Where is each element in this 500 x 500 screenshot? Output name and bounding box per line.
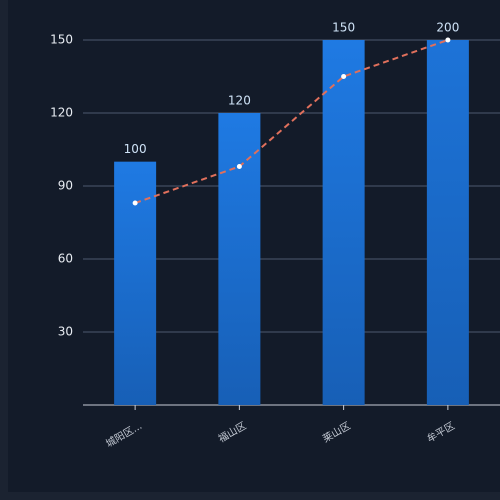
line-point bbox=[341, 74, 347, 79]
bar bbox=[426, 40, 469, 405]
y-tick-label: 60 bbox=[58, 252, 73, 266]
y-tick-label: 120 bbox=[50, 106, 73, 120]
y-tick-label: 150 bbox=[50, 33, 73, 47]
y-tick-label: 30 bbox=[58, 325, 73, 339]
line-point bbox=[236, 164, 242, 170]
line bbox=[134, 39, 449, 204]
line-point bbox=[445, 37, 451, 43]
bar-value-label: 120 bbox=[228, 94, 251, 108]
bar-value-label: 150 bbox=[332, 21, 355, 35]
y-tick-label: 90 bbox=[58, 179, 73, 193]
bar bbox=[218, 113, 261, 405]
bar bbox=[322, 40, 365, 405]
bar-value-label: 100 bbox=[124, 142, 147, 156]
line-point bbox=[132, 200, 138, 206]
bar-value-label: 200 bbox=[436, 21, 459, 35]
